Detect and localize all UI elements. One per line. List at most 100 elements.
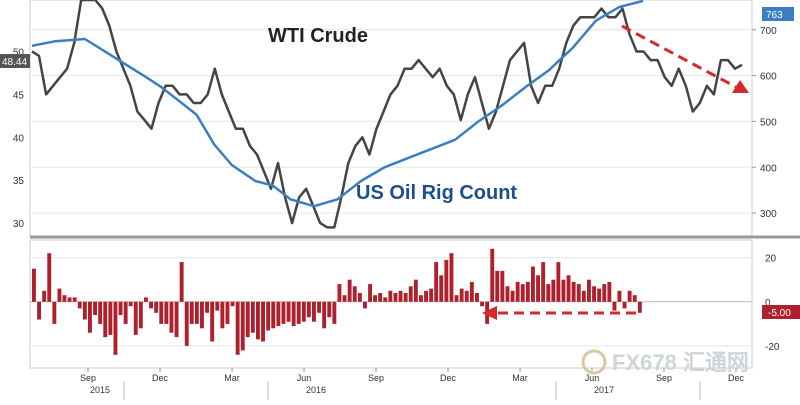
rig-change-bar: [576, 284, 581, 302]
rig-change-bar: [419, 295, 423, 302]
rig-change-bar: [363, 301, 367, 309]
rig-change-bar: [164, 301, 169, 324]
rig-change-bar: [210, 301, 215, 342]
rig-value-badge: [762, 7, 794, 21]
rig-change-bar: [515, 281, 520, 302]
right-axis-tick-label: 700: [760, 26, 777, 37]
rig-change-bar: [113, 301, 118, 355]
rig-change-bar: [200, 301, 204, 329]
rig-change-bar: [495, 270, 500, 302]
right-axis-tick-label: 600: [760, 72, 777, 83]
rig-change-bar: [72, 297, 77, 302]
rig-change-bar: [383, 297, 388, 302]
rig-change-bar: [597, 288, 602, 302]
rig-change-bar: [306, 301, 311, 318]
rig-change-bar: [220, 301, 225, 329]
rig-change-bar: [459, 288, 464, 302]
rig-change-bar: [266, 301, 271, 331]
rig-change-bar: [37, 301, 41, 320]
rig-change-bars: [32, 248, 642, 355]
rig-change-bar: [439, 275, 444, 302]
rig-change-bar: [312, 301, 316, 322]
rig-count-line: [31, 0, 644, 208]
watermark-logo-text: FX678 汇通网: [612, 350, 749, 375]
series-lines: [31, 0, 743, 229]
rig-change-bar: [637, 301, 642, 313]
rig-change-bar: [235, 301, 240, 355]
rig-change-bar: [378, 293, 383, 302]
rig-change-bar: [393, 293, 398, 302]
rig-change-bar: [184, 301, 189, 346]
rig-change-bar: [337, 284, 342, 302]
rig-change-bar: [505, 286, 510, 302]
downtrend-arrow-head: [732, 80, 749, 93]
rig-change-bar: [347, 279, 352, 302]
rig-change-bar: [77, 301, 82, 309]
left-axis-tick-label: 50: [13, 47, 25, 58]
leftward-arrow-head: [482, 306, 497, 320]
rig-change-bar: [281, 301, 286, 324]
rig-change-bar: [271, 301, 276, 329]
bottom-panel-frame: [29, 239, 753, 369]
rig-change-bar: [205, 301, 209, 313]
rig-change-bar: [413, 279, 418, 302]
left-axis-tick-label: 45: [13, 90, 25, 101]
x-tick-label: Sep: [80, 373, 96, 383]
rig-change-bar: [536, 275, 540, 302]
rig-change-bar: [47, 253, 52, 302]
rig-change-bar: [93, 301, 97, 315]
rig-change-bar: [520, 284, 525, 302]
year-label: 2016: [306, 385, 326, 395]
rig-change-bar: [322, 301, 327, 329]
x-tick-label: Dec: [728, 373, 745, 383]
rig-change-bar: [632, 295, 637, 302]
left-axis-tick-label: 35: [13, 176, 25, 187]
year-label: 2017: [594, 385, 614, 395]
rig-change-bar: [571, 281, 576, 302]
rig-change-bar: [327, 301, 332, 318]
rig-change-bar: [133, 301, 138, 335]
wti-crude-label: WTI Crude: [268, 25, 368, 47]
rig-change-bar: [67, 297, 72, 302]
rig-change-bar: [500, 270, 505, 302]
rig-change-bar: [62, 295, 67, 302]
rig-change-bar: [454, 295, 459, 302]
rig-change-bar: [556, 262, 561, 302]
rig-change-bar: [301, 301, 306, 322]
rig-change-bar: [276, 301, 281, 327]
rig-change-bar: [617, 290, 622, 302]
rig-change-bar: [541, 262, 546, 302]
rig-change-bar: [581, 290, 586, 302]
rig-count-label: US Oil Rig Count: [356, 182, 517, 204]
rig-change-bar: [42, 290, 47, 302]
left-axis-tick-label: 30: [13, 219, 25, 230]
rig-change-bar: [82, 301, 87, 320]
rig-change-bar: [108, 301, 113, 335]
crude-value-badge: [0, 54, 30, 68]
right-axis-tick-label: 500: [760, 117, 777, 128]
rig-change-bar: [434, 262, 439, 302]
rig-change-bar: [286, 301, 291, 322]
x-tick-label: Sep: [368, 373, 384, 383]
bottom-axis-tick-label: -20: [765, 342, 780, 353]
rig-change-bar: [32, 268, 36, 302]
rig-change-bar: [123, 301, 128, 324]
rig-change-bar: [429, 288, 434, 302]
rig-change-bar: [368, 284, 372, 302]
rig-change-bar: [602, 284, 607, 302]
bottom-axis-tick-label: 0: [765, 298, 771, 309]
rig-change-bar: [551, 279, 556, 302]
rig-change-bar: [612, 301, 617, 311]
change-value-badge: [762, 305, 800, 319]
axis-labels: Sep Dec Mar Jun Sep Dec Mar Jun Sep Dec 2015 2016 20…: [13, 26, 780, 400]
rig-change-bar: [342, 295, 347, 302]
right-axis-tick-label: 400: [760, 163, 777, 174]
rig-change-bar: [138, 301, 143, 329]
rig-change-bar: [88, 301, 92, 333]
fx678-watermark: FX678 汇通网: [581, 349, 749, 375]
rig-change-bar: [179, 262, 184, 302]
rig-change-bar: [194, 301, 199, 324]
rig-change-bar: [373, 295, 377, 302]
